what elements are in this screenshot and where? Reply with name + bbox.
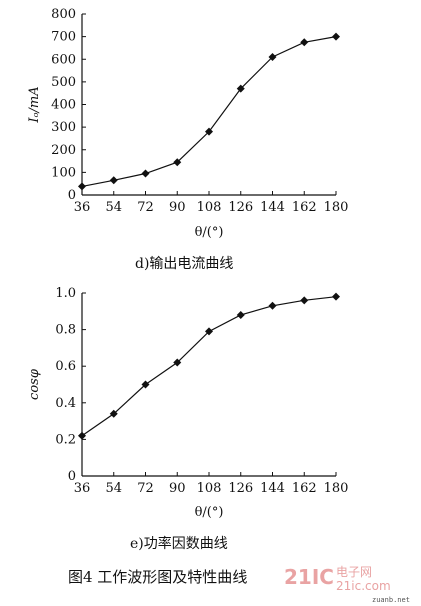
x-tick-label: 180: [324, 200, 349, 215]
x-tick-label: 72: [137, 200, 154, 215]
x-tick-label: 162: [292, 200, 317, 215]
x-tick-label: 36: [74, 481, 91, 496]
data-point-marker: [109, 176, 118, 185]
x-tick-label: 180: [324, 481, 349, 496]
y-tick-label: 700: [51, 30, 76, 45]
x-axis-title: θ/(°): [195, 505, 224, 520]
y-tick-label: 600: [51, 52, 76, 67]
watermark-logo: 21IC 电子网 21ic.com zuanb.net: [284, 565, 410, 604]
watermark-small: zuanb.net: [372, 596, 410, 604]
data-point-marker: [332, 32, 340, 41]
x-tick-label: 72: [137, 481, 154, 496]
data-point-marker: [141, 380, 150, 389]
data-point-marker: [109, 409, 118, 418]
x-tick-label: 144: [260, 481, 285, 496]
x-tick-label: 90: [169, 481, 186, 496]
x-tick-label: 144: [260, 200, 285, 215]
y-axis-title: Iₒ/mA: [27, 86, 42, 123]
data-point-marker: [78, 182, 86, 191]
figure-caption: 图4 工作波形图及特性曲线: [68, 568, 247, 586]
data-point-marker: [205, 327, 213, 336]
watermark-cn: 电子网: [336, 565, 372, 579]
data-point-marker: [205, 127, 213, 136]
y-axis-title: cosφ: [27, 368, 42, 400]
y-tick-label: 0: [68, 469, 76, 484]
data-point-marker: [173, 158, 182, 167]
watermark-url: 21ic.com: [336, 579, 391, 593]
y-tick-label: 1.0: [55, 286, 76, 301]
y-tick-label: 0: [68, 188, 76, 203]
data-point-marker: [268, 301, 277, 310]
chart-caption: e)功率因数曲线: [130, 535, 228, 552]
x-tick-label: 126: [228, 481, 253, 496]
data-point-marker: [78, 431, 86, 440]
series-line: [81, 36, 337, 187]
data-point-marker: [268, 52, 277, 61]
x-tick-label: 126: [228, 200, 253, 215]
chart-power-factor: 0 0.2 0.4 0.6 0.8 1.0 36 54 72 90 108 126 144 162 180 c…: [27, 286, 348, 552]
data-point-marker: [236, 84, 245, 93]
x-tick-label: 90: [169, 200, 186, 215]
data-point-marker: [236, 310, 245, 319]
y-tick-label: 100: [51, 165, 76, 180]
x-tick-label: 54: [105, 481, 122, 496]
y-tick-label: 0.4: [55, 396, 76, 411]
y-tick-label: 800: [51, 7, 76, 22]
data-point-marker: [141, 169, 150, 178]
y-tick-label: 0.6: [55, 359, 76, 374]
data-point-marker: [173, 358, 182, 367]
y-tick-label: 300: [51, 120, 76, 135]
x-tick-label: 162: [292, 481, 317, 496]
x-tick-label: 36: [74, 200, 91, 215]
y-tick-label: 0.2: [55, 432, 76, 447]
x-tick-label: 108: [197, 200, 222, 215]
chart-output-current: 0 100 200 300 400 500 600 700 800 36 54 72 90 108 126 1…: [27, 7, 348, 272]
data-point-marker: [300, 296, 309, 305]
series-line: [81, 296, 337, 437]
data-point-marker: [332, 292, 340, 301]
y-tick-label: 0.8: [55, 323, 76, 338]
chart-caption: d)输出电流曲线: [135, 256, 233, 272]
data-point-marker: [300, 38, 309, 47]
watermark-brand: 21IC: [284, 565, 334, 589]
x-tick-label: 108: [197, 481, 222, 496]
y-tick-label: 200: [51, 143, 76, 158]
x-axis-title: θ/(°): [195, 225, 224, 240]
y-tick-label: 400: [51, 98, 76, 113]
y-tick-label: 500: [51, 75, 76, 90]
x-tick-label: 54: [105, 200, 122, 215]
